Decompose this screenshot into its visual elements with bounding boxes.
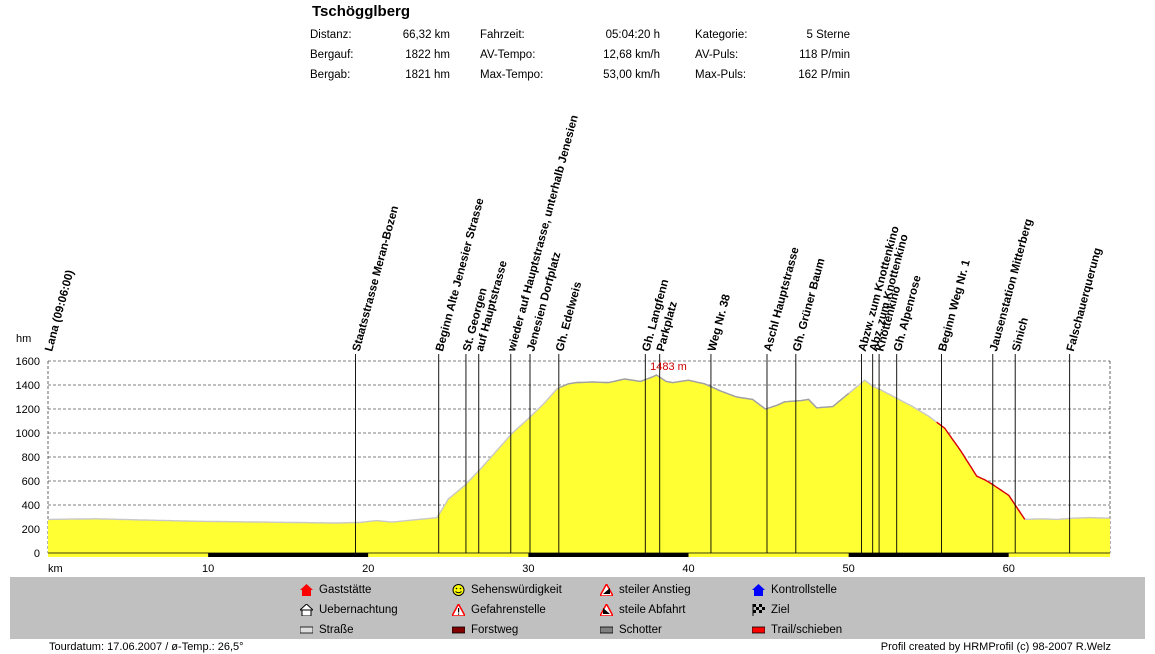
waypoint-label: Weg Nr. 38 (706, 292, 733, 352)
y-tick-label: 800 (22, 452, 40, 464)
stat-label: Fahrzeit: (480, 29, 525, 41)
stat-value: 12,68 km/h (603, 49, 660, 61)
stat-label: AV-Tempo: (480, 49, 536, 61)
stat-value: 118 P/min (799, 49, 850, 61)
y-axis: 0 200 400 600 800 1000 1200 1400 1600 (16, 356, 40, 560)
legend-label: Sehenswürdigkeit (471, 584, 562, 596)
legend-label: Kontrollstelle (771, 584, 837, 596)
surface-bands (48, 552, 1110, 557)
legend-label: Gaststätte (319, 584, 372, 596)
y-tick-label: 1600 (16, 356, 40, 368)
waypoint-label: Beginn Weg Nr. 1 (937, 258, 973, 353)
max-elevation-label: 1483 m (650, 361, 687, 373)
y-tick-label: 400 (22, 500, 40, 512)
footer-tour-date: Tourdatum: 17.06.2007 / ø-Temp.: 26,5° (49, 641, 244, 653)
forstweg-icon (452, 626, 465, 634)
sehenswuerdigkeit-icon (452, 584, 465, 596)
surface-band (48, 553, 209, 557)
legend-label: Straße (319, 624, 354, 636)
waypoint-label: Sinich (1011, 316, 1032, 352)
stat-label: AV-Puls: (695, 49, 739, 61)
tour-title: Tschögglberg (312, 3, 411, 20)
schotter-icon (600, 626, 613, 634)
stat-value: 5 Sterne (806, 29, 850, 41)
y-tick-label: 1400 (16, 380, 40, 392)
elevation-area (48, 375, 1110, 553)
surface-band (688, 553, 849, 557)
trail-icon (752, 626, 765, 634)
stat-value: 53,00 km/h (603, 69, 660, 81)
stat-label: Kategorie: (695, 29, 748, 41)
surface-segments (48, 374, 1110, 524)
stat-label: Max-Tempo: (480, 69, 544, 81)
steile-abfahrt-icon (600, 604, 613, 616)
waypoint-label: Gh. Grüner Baum (791, 257, 827, 353)
ziel-icon (752, 604, 765, 616)
y-axis-label: hm (16, 333, 31, 345)
surface-band (528, 553, 689, 557)
stat-value: 162 P/min (798, 69, 850, 81)
waypoint-label: Staatsstrasse Meran-Bozen (351, 205, 401, 353)
stat-label: Max-Puls: (695, 69, 747, 81)
y-tick-label: 600 (22, 476, 40, 488)
surface-band (208, 553, 369, 557)
waypoint-label: Gh. Edelweis (554, 281, 584, 353)
x-axis-label: km (48, 563, 63, 575)
x-axis: 10 20 30 40 50 60 (202, 563, 1015, 575)
stat-label: Distanz: (310, 29, 352, 41)
steiler-anstieg-icon (600, 584, 613, 596)
x-tick-label: 50 (843, 563, 855, 575)
x-tick-label: 30 (522, 563, 534, 575)
y-tick-label: 1000 (16, 428, 40, 440)
legend-label: Schotter (619, 624, 662, 636)
uebernachtung-icon (300, 604, 313, 616)
legend-label: steiler Anstieg (619, 584, 691, 596)
x-tick-label: 10 (202, 563, 214, 575)
stat-value: 66,32 km (402, 29, 450, 41)
stat-label: Bergauf: (310, 49, 354, 61)
strasse-icon (300, 626, 313, 634)
legend-label: Gefahrenstelle (471, 604, 546, 616)
schotter-segment (560, 374, 850, 410)
x-tick-label: 20 (362, 563, 374, 575)
waypoint-label: Falschauerquerung (1065, 247, 1104, 353)
legend-label: Forstweg (471, 624, 519, 636)
elevation-profile-chart: Lana (09:06:00) Staatsstrasse Meran-Bozen… (16, 114, 1111, 575)
stat-label: Bergab: (310, 69, 351, 81)
stat-value: 1821 hm (405, 69, 450, 81)
trail-segment (936, 421, 1026, 520)
x-tick-label: 40 (682, 563, 694, 575)
legend-label: Trail/schieben (771, 624, 843, 636)
footer-credit: Profil created by HRMProfil (c) 98-2007 … (880, 641, 1111, 653)
waypoint-label: Lana (09:06:00) (43, 269, 76, 353)
legend-label: Ziel (771, 604, 790, 616)
stat-value: 1822 hm (405, 49, 450, 61)
y-tick-label: 1200 (16, 404, 40, 416)
x-tick-label: 60 (1003, 563, 1015, 575)
legend-label: steile Abfahrt (619, 604, 686, 616)
gaststaette-icon (300, 584, 313, 596)
surface-band (848, 553, 1009, 557)
waypoint-label: Jausenstation Mitterberg (988, 218, 1035, 353)
legend-label: Uebernachtung (319, 604, 398, 616)
stat-value: 05:04:20 h (605, 29, 660, 41)
kontrollstelle-icon (752, 584, 765, 596)
legend: Gaststätte Uebernachtung Straße Sehenswü… (10, 577, 1145, 639)
gefahrenstelle-icon (452, 604, 465, 616)
y-tick-label: 0 (34, 548, 40, 560)
surface-band (368, 553, 529, 557)
surface-band (1008, 553, 1110, 557)
y-tick-label: 200 (22, 524, 40, 536)
